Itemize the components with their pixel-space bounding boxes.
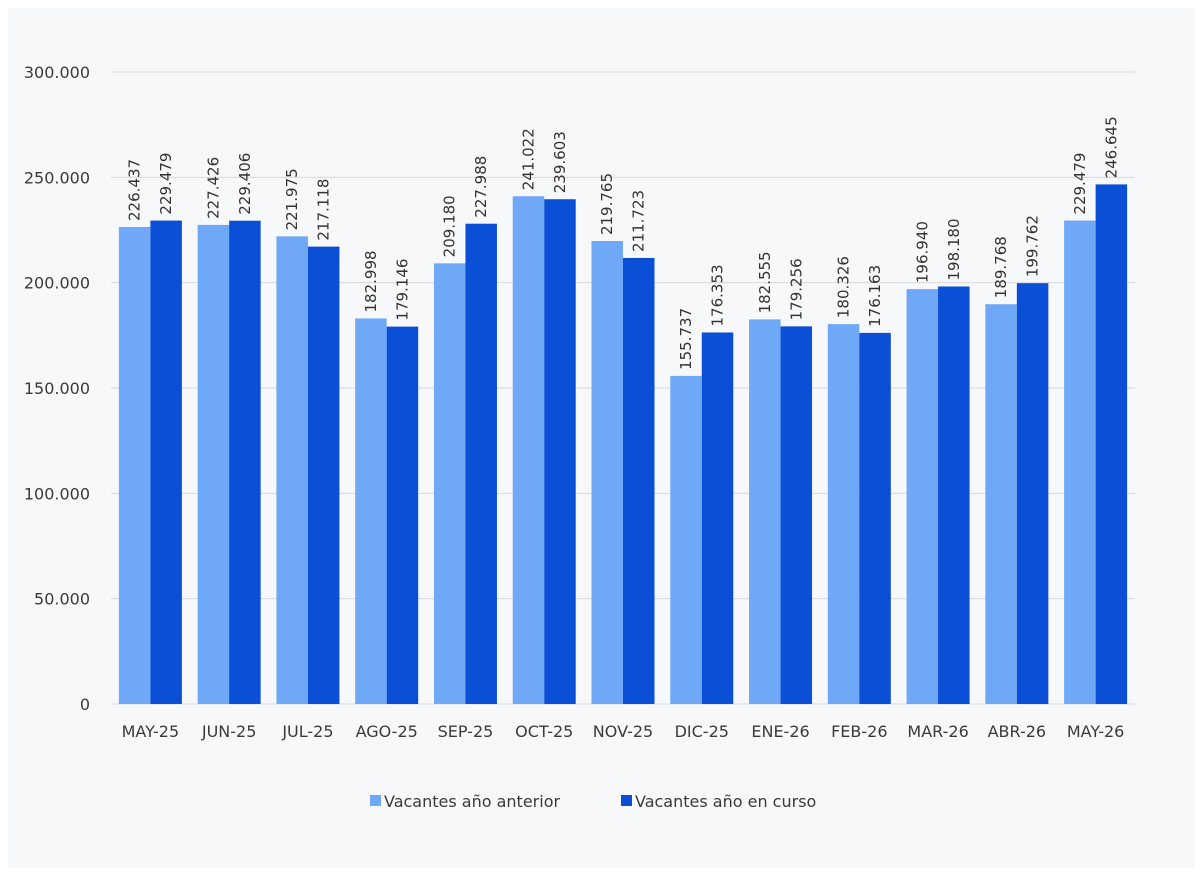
bar-en-curso [544, 199, 576, 705]
x-tick-label: FEB-26 [831, 722, 887, 741]
x-tick-label: DIC-25 [675, 722, 729, 741]
data-label: 217.118 [315, 179, 333, 241]
bar-anterior [433, 263, 466, 704]
y-tick-label: 50.000 [34, 590, 90, 609]
bar-anterior [827, 324, 860, 704]
bar-anterior [985, 304, 1017, 704]
x-tick-label: MAY-26 [1067, 722, 1125, 741]
x-tick-label: JUL-25 [281, 722, 333, 741]
data-label: 198.180 [945, 218, 963, 280]
bar-anterior [1064, 220, 1096, 704]
y-tick-label: 300.000 [24, 63, 90, 82]
data-label: 182.998 [362, 250, 380, 312]
data-label: 246.645 [1102, 116, 1120, 178]
bar-en-curso [780, 326, 813, 704]
bar-en-curso [386, 326, 419, 704]
bar-anterior [355, 318, 387, 704]
data-label: 221.975 [283, 168, 301, 230]
data-label: 239.603 [551, 131, 569, 193]
legend-swatch [621, 795, 632, 806]
data-label: 229.479 [1071, 153, 1089, 215]
data-label: 211.723 [630, 190, 648, 252]
legend-swatch [370, 795, 381, 806]
data-label: 189.768 [992, 236, 1010, 298]
bar-anterior [670, 375, 702, 704]
data-label: 219.765 [598, 173, 616, 235]
bar-en-curso [150, 220, 182, 704]
y-tick-label: 250.000 [24, 168, 90, 187]
bars [118, 184, 1128, 705]
bar-en-curso [701, 332, 734, 704]
bar-en-curso [859, 332, 891, 704]
bar-anterior [749, 319, 781, 704]
bar-en-curso [307, 246, 340, 705]
legend-label: Vacantes año anterior [384, 792, 560, 811]
data-label: 179.256 [787, 258, 805, 320]
bar-en-curso [465, 223, 497, 705]
legend: Vacantes año anterior Vacantes año en cur… [370, 792, 816, 811]
x-tick-label: ENE-26 [751, 722, 809, 741]
bar-anterior [512, 196, 545, 704]
bar-en-curso [938, 286, 970, 704]
y-tick-label: 200.000 [24, 274, 90, 293]
bar-anterior [591, 241, 623, 705]
bar-anterior [197, 224, 230, 704]
chart-panel: 0 50.000 100.000 150.000 200.000 250.000 300.0… [8, 8, 1195, 868]
bar-en-curso [229, 220, 261, 705]
bar-en-curso [1095, 184, 1128, 705]
y-tick-label: 150.000 [24, 379, 90, 398]
bar-anterior [118, 226, 151, 704]
data-label: 199.762 [1024, 215, 1042, 277]
data-label: 176.163 [866, 265, 884, 327]
data-label: 182.555 [756, 251, 774, 313]
x-tick-label: ABR-26 [988, 722, 1047, 741]
bar-anterior [276, 236, 308, 704]
y-axis-ticks: 0 50.000 100.000 150.000 200.000 250.000 300.0… [24, 63, 90, 714]
x-tick-label: MAR-26 [907, 722, 968, 741]
data-label: 229.406 [236, 153, 254, 215]
data-label: 227.988 [472, 156, 490, 218]
x-tick-label: MAY-25 [122, 722, 180, 741]
y-tick-label: 0 [80, 695, 90, 714]
data-label: 226.437 [126, 159, 144, 221]
x-tick-label: SEP-25 [438, 722, 494, 741]
data-label: 176.353 [709, 264, 727, 326]
x-tick-label: JUN-25 [201, 722, 257, 741]
data-label: 196.940 [913, 221, 931, 283]
data-label: 209.180 [441, 195, 459, 257]
data-label: 155.737 [677, 308, 695, 370]
data-label: 229.479 [157, 153, 175, 215]
data-label: 227.426 [204, 157, 222, 219]
bar-en-curso [1016, 283, 1049, 704]
x-axis-ticks: MAY-25 JUN-25 JUL-25 AGO-25 SEP-25 OCT-25 NOV-… [122, 722, 1125, 741]
data-label: 180.326 [835, 256, 853, 318]
bar-en-curso [623, 257, 655, 704]
bar-chart: 0 50.000 100.000 150.000 200.000 250.000 300.0… [24, 63, 1135, 811]
bar-anterior [906, 289, 939, 704]
data-label: 179.146 [393, 259, 411, 321]
x-tick-label: NOV-25 [593, 722, 653, 741]
x-tick-label: OCT-25 [515, 722, 573, 741]
y-tick-label: 100.000 [24, 484, 90, 503]
data-label: 241.022 [519, 128, 537, 190]
data-labels: 226.437 229.479 227.426 229.406 221.975 217.1… [126, 116, 1121, 370]
x-tick-label: AGO-25 [356, 722, 418, 741]
legend-label: Vacantes año en curso [635, 792, 816, 811]
